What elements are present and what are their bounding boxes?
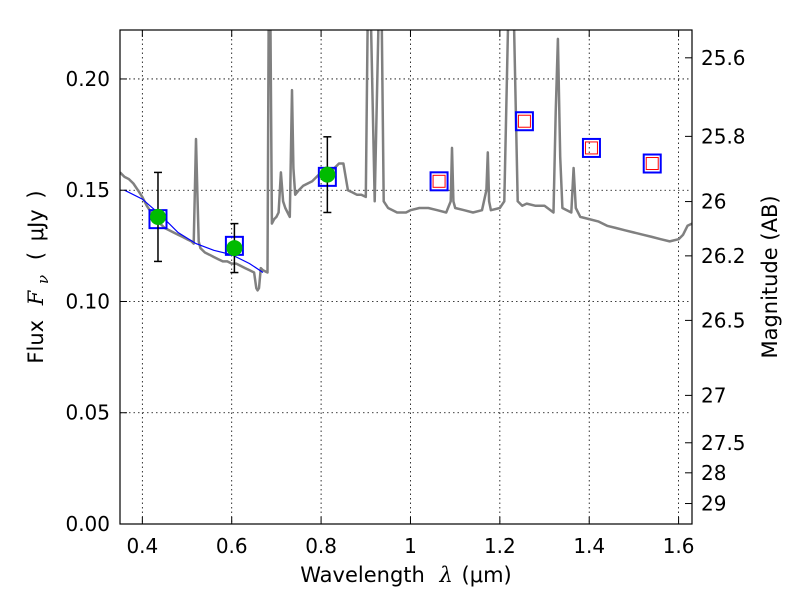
x-tick-label: 1 xyxy=(404,534,417,558)
x-axis-label-symbol: λ xyxy=(439,563,453,587)
upper-limit-square xyxy=(584,141,598,155)
y2-tick-label: 26 xyxy=(701,190,726,214)
model-fit-line xyxy=(124,189,264,273)
y2-tick-label: 26.2 xyxy=(701,244,746,268)
y2-tick-label: 28 xyxy=(701,461,726,485)
model-fit-layer xyxy=(124,189,264,273)
y2-tick-label: 25.6 xyxy=(701,46,746,70)
x-tick-label: 0.8 xyxy=(305,534,337,558)
upper-limit-square xyxy=(432,174,446,188)
y-axis-label: Flux F ν ( μJy ) xyxy=(24,190,53,363)
x-tick-label: 1.4 xyxy=(573,534,605,558)
model-photometry-square xyxy=(642,153,662,174)
y2-tick-label: 25.8 xyxy=(701,124,746,148)
model-spectrum-layer xyxy=(120,30,692,292)
y-tick-label: 0.05 xyxy=(65,401,110,425)
model-spectrum-line xyxy=(120,30,692,292)
y-tick-label: 0.20 xyxy=(65,67,110,91)
observed-photometry-point xyxy=(149,208,166,225)
y-tick-label: 0.10 xyxy=(65,289,110,313)
x-axis-label: Wavelength λ (μm) xyxy=(300,563,511,587)
y2-tick-label: 29 xyxy=(701,492,726,516)
y-tick-label: 0.00 xyxy=(65,512,110,536)
y2-tick-label: 26.5 xyxy=(701,308,746,332)
y2-tick-label: 27.5 xyxy=(701,431,746,455)
x-axis-label-prefix: Wavelength xyxy=(300,563,425,587)
y-axis-label-close: ) xyxy=(24,190,48,198)
model-photometry-square xyxy=(429,171,449,192)
y-tick-label: 0.15 xyxy=(65,178,110,202)
y-axis-label-unit: μJy xyxy=(24,209,48,241)
x-tick-label: 0.4 xyxy=(126,534,158,558)
y2-tick-label: 27 xyxy=(701,383,726,407)
marker-layer xyxy=(148,111,662,274)
y-axis-label-symbol: F xyxy=(24,289,48,306)
observed-photometry-point xyxy=(226,240,243,257)
y-axis-label-subscript: ν xyxy=(34,275,52,284)
x-axis-label-unit: (μm) xyxy=(462,563,512,587)
upper-limit-square xyxy=(645,157,659,171)
tick-label-layer: 0.4 0.6 0.8 1 1.2 1.4 1.6 0.00 0.05 0.10 0.15 0.20 2… xyxy=(65,46,745,558)
y-axis-label-open: ( xyxy=(24,252,48,260)
x-tick-label: 1.2 xyxy=(484,534,516,558)
plot-content xyxy=(120,30,692,292)
upper-limit-square xyxy=(517,114,531,128)
plot-frame xyxy=(119,29,693,525)
y2-axis-label: Magnitude (AB) xyxy=(758,195,782,358)
y-axis-label-prefix: Flux xyxy=(24,320,48,364)
x-tick-label: 0.6 xyxy=(216,534,248,558)
model-photometry-square xyxy=(581,137,601,158)
model-photometry-square xyxy=(514,111,534,132)
tick-layer xyxy=(120,30,692,525)
observed-photometry-point xyxy=(319,166,336,183)
x-tick-label: 1.6 xyxy=(663,534,695,558)
grid-layer xyxy=(120,30,692,525)
